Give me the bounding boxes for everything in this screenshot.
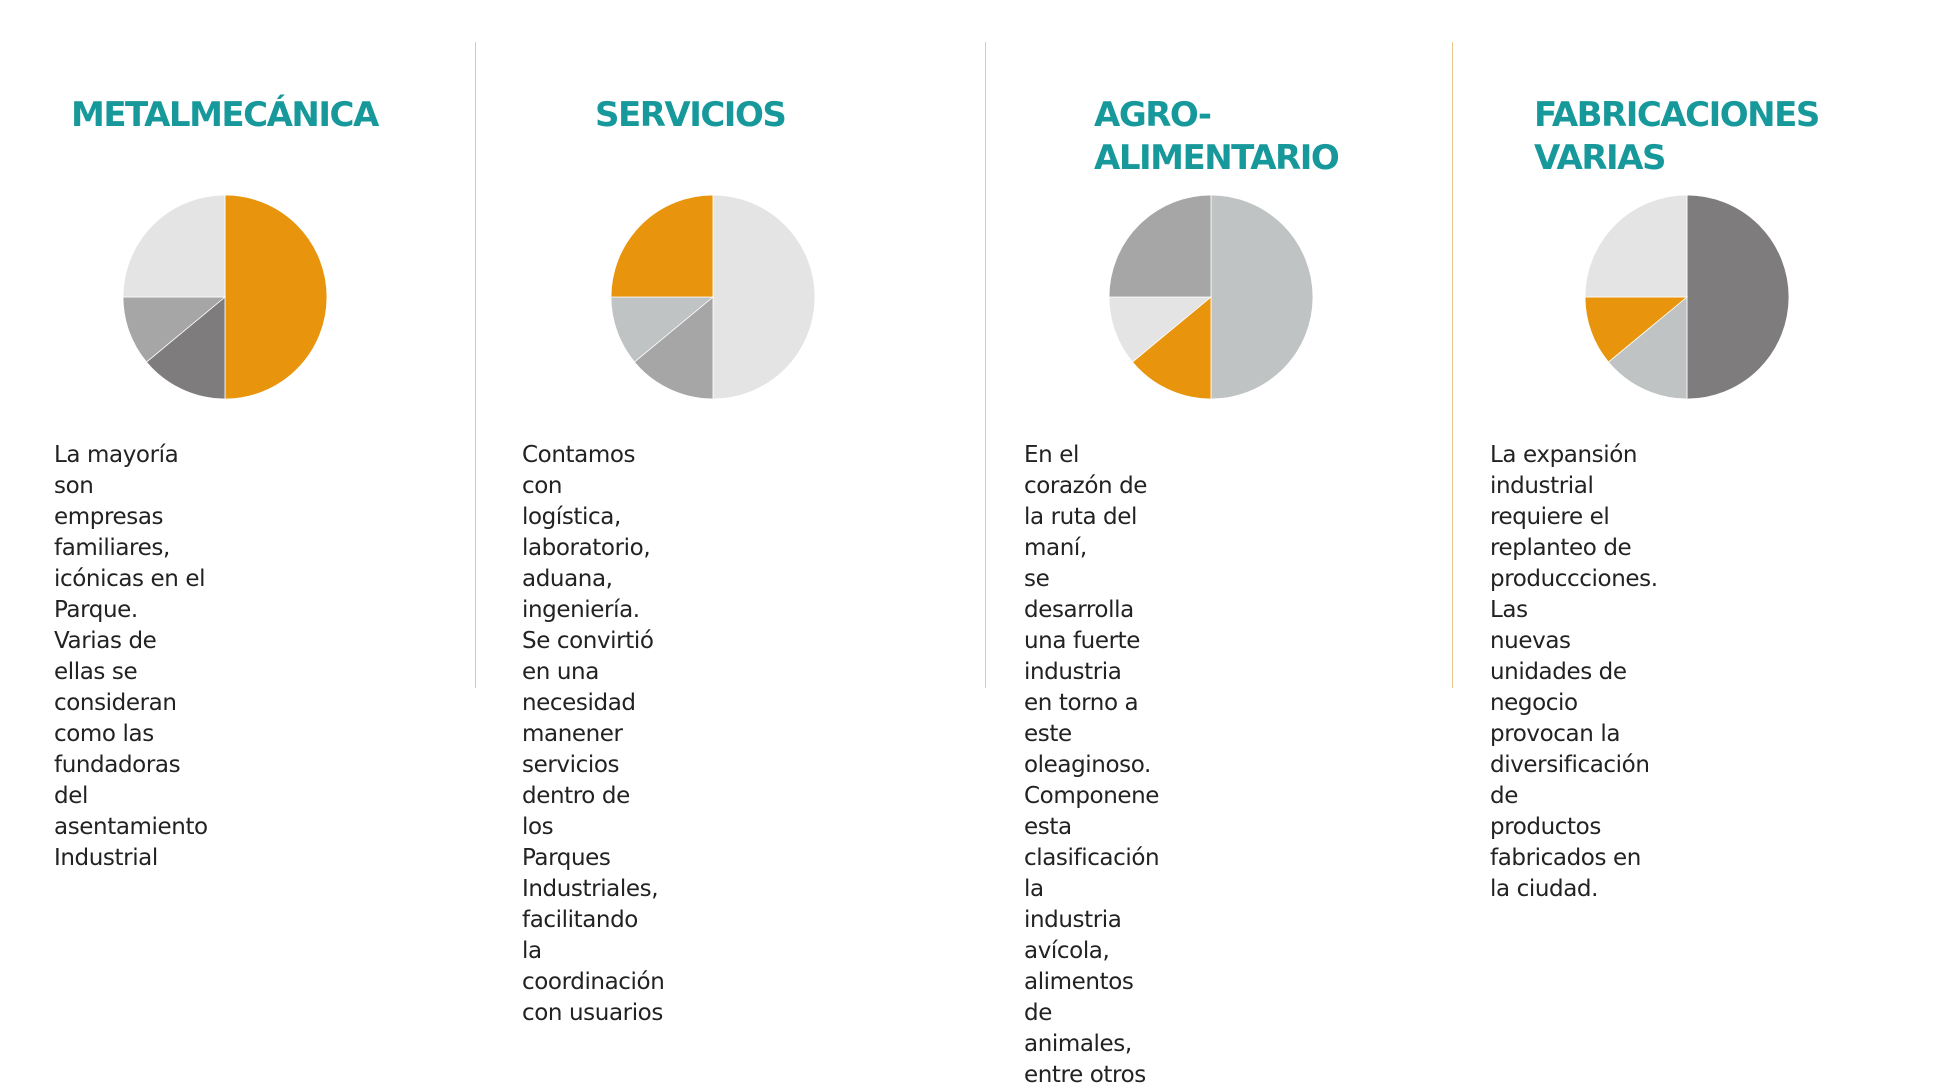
pie-slice bbox=[122, 296, 227, 363]
column-divider bbox=[985, 42, 986, 688]
pie-slice bbox=[1607, 296, 1688, 400]
pie-chart-servicios bbox=[610, 194, 816, 400]
pie-slice bbox=[145, 296, 226, 400]
pie-slice bbox=[610, 194, 714, 298]
column-divider bbox=[475, 42, 476, 688]
pie-slice bbox=[122, 194, 226, 298]
pie-slice bbox=[1584, 296, 1689, 363]
pie-chart-fabricaciones-varias bbox=[1584, 194, 1790, 400]
pie-slice bbox=[1210, 194, 1314, 400]
pie-slice bbox=[1131, 296, 1212, 400]
pie-slice bbox=[610, 296, 715, 363]
column-divider bbox=[1452, 42, 1453, 688]
pie-chart-metalmecanica bbox=[122, 194, 328, 400]
column-title: FABRICACIONES VARIAS bbox=[1534, 95, 1820, 178]
pie-chart-agroalimentario bbox=[1108, 194, 1314, 400]
column-description: En el corazón de la ruta del maní, se de… bbox=[1024, 442, 1160, 1088]
pie-slice bbox=[1584, 194, 1688, 298]
column-description: Contamos con logística, laboratorio, adu… bbox=[522, 442, 665, 1026]
pie-slice bbox=[1686, 194, 1790, 400]
pie-slice bbox=[712, 194, 816, 400]
pie-slice bbox=[633, 296, 714, 400]
pie-slice bbox=[1108, 296, 1213, 363]
column-description: La mayoría son empresas familiares, icón… bbox=[54, 442, 208, 871]
column-title: AGRO- ALIMENTARIO bbox=[1094, 95, 1340, 178]
pie-slice bbox=[1108, 194, 1212, 298]
column-title: METALMECÁNICA bbox=[71, 95, 379, 135]
column-description: La expansión industrial requiere el repl… bbox=[1490, 442, 1658, 902]
pie-slice bbox=[224, 194, 328, 400]
column-title: SERVICIOS bbox=[595, 95, 787, 135]
